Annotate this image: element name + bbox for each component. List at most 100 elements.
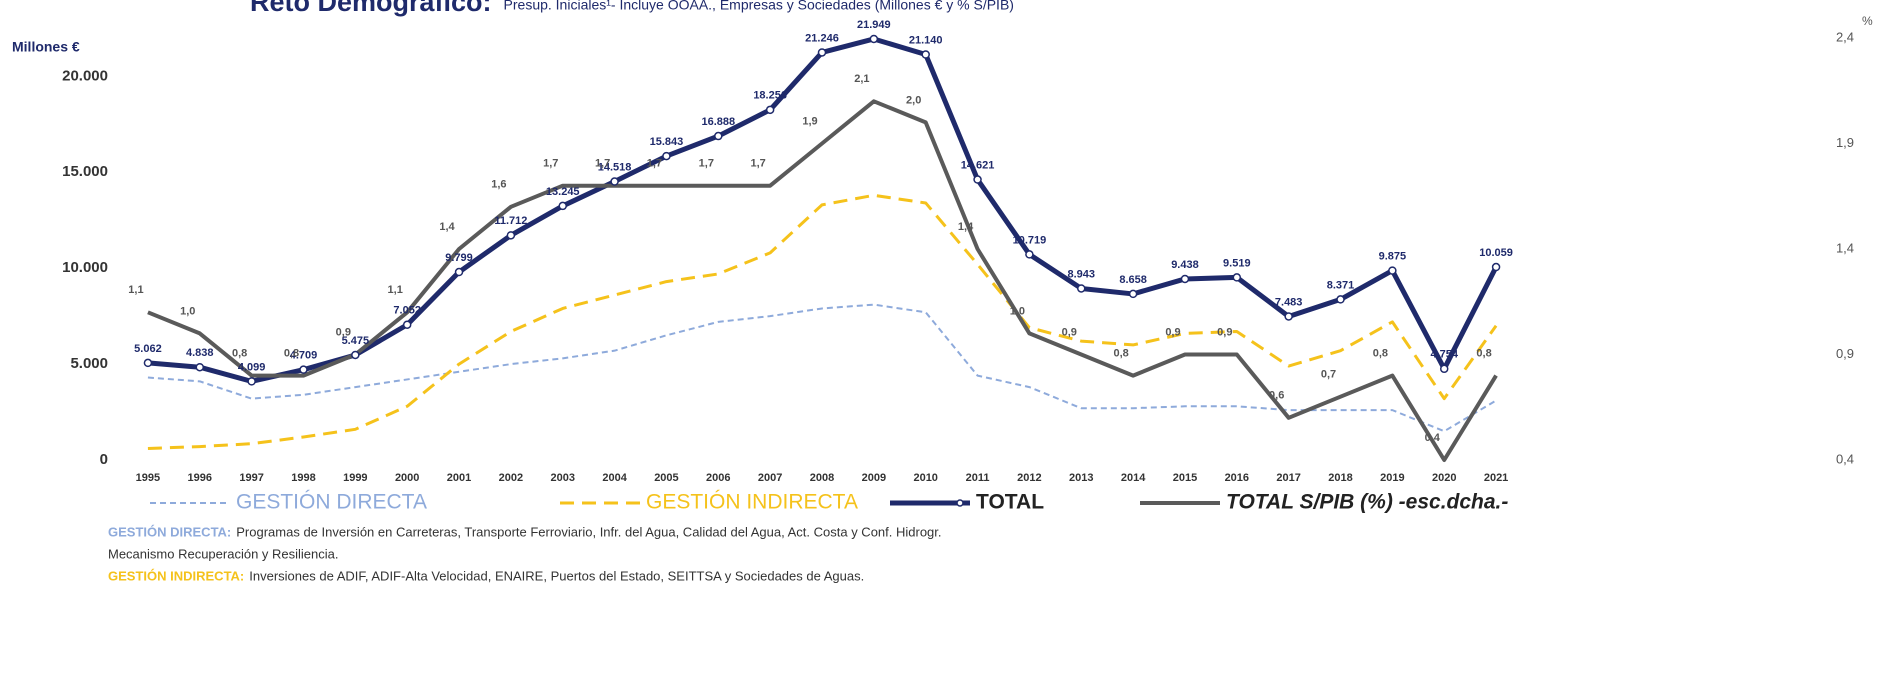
point-marker: [1439, 364, 1449, 374]
data-label: 1,7: [750, 158, 765, 170]
x-tick-label: 1996: [188, 472, 212, 484]
chart-subtitle: Presup. Iniciales¹- Incluye OOAA., Empre…: [504, 0, 1014, 13]
data-label: 11.712: [494, 215, 527, 227]
x-tick-label: 2001: [447, 472, 471, 484]
x-tick-label: 2010: [913, 472, 937, 484]
x-tick-label: 2014: [1121, 472, 1146, 484]
data-label: 0,9: [1165, 326, 1180, 338]
x-tick-label: 2006: [706, 472, 730, 484]
y-axis-label: Millones €: [12, 39, 80, 55]
data-label: 9.438: [1171, 259, 1199, 271]
y-tick-label: 0: [100, 451, 108, 468]
data-label: 0,9: [1062, 326, 1077, 338]
data-label: 4.709: [290, 350, 318, 362]
point-marker: [1388, 266, 1397, 275]
data-label: 1,7: [699, 158, 714, 170]
data-label: 1,1: [388, 284, 403, 296]
data-label: 0,8: [1113, 348, 1128, 360]
note-text: Mecanismo Recuperación y Resiliencia.: [108, 546, 339, 561]
data-label: 2,1: [854, 73, 869, 85]
point-marker: [506, 231, 516, 240]
data-label: 16.888: [701, 116, 735, 128]
x-tick-label: 2011: [966, 472, 990, 484]
data-label: 0,9: [336, 326, 351, 338]
point-marker: [1025, 250, 1034, 259]
data-label: 0,8: [1373, 348, 1388, 360]
data-label: 21.140: [909, 34, 943, 46]
data-label: 1,6: [491, 179, 506, 191]
y2-tick-label: 2,4: [1836, 29, 1854, 44]
x-tick-label: 2009: [862, 472, 886, 484]
x-tick-label: 1997: [239, 472, 263, 484]
x-tick-label: 2015: [1173, 472, 1197, 484]
x-tick-label: 1995: [136, 472, 160, 484]
data-label: 0,9: [1217, 326, 1232, 338]
legend-marker: [956, 499, 964, 507]
point-marker: [765, 105, 775, 115]
x-tick-label: 2003: [550, 472, 574, 484]
data-label: 0,7: [1321, 369, 1336, 381]
y-tick-label: 5.000: [70, 355, 108, 372]
point-marker: [195, 362, 205, 372]
point-marker: [299, 365, 308, 374]
data-label: 9.799: [445, 252, 473, 264]
data-label: 0,6: [1269, 390, 1284, 402]
point-marker: [351, 350, 360, 360]
x-tick-label: 1998: [291, 472, 315, 484]
data-label: 7.483: [1275, 296, 1303, 308]
point-marker: [662, 151, 671, 161]
y-tick-label: 20.000: [62, 67, 108, 84]
point-marker: [714, 131, 723, 141]
data-label: 9.519: [1223, 257, 1251, 269]
data-label: 1,7: [543, 158, 558, 170]
x-tick-label: 2000: [395, 472, 419, 484]
data-label: 1,4: [439, 221, 455, 233]
data-label: 0,8: [1476, 348, 1491, 360]
note-label: GESTIÓN DIRECTA:: [108, 524, 231, 539]
data-label: 10.719: [1013, 234, 1047, 246]
point-marker: [1077, 284, 1086, 293]
series-line: [147, 303, 1497, 433]
y-tick-label: 15.000: [62, 163, 108, 180]
x-tick-label: 2005: [654, 472, 678, 484]
point-marker: [869, 34, 879, 44]
x-tick-label: 1999: [343, 472, 367, 484]
note-text: Programas de Inversión en Carreteras, Tr…: [236, 524, 941, 539]
x-tick-label: 2018: [1328, 472, 1352, 484]
data-label: 13.245: [546, 186, 580, 198]
y2-tick-label: 1,9: [1836, 135, 1854, 150]
data-label: 8.371: [1327, 279, 1355, 291]
data-label: 1,7: [647, 158, 662, 170]
data-label: 4.838: [186, 347, 214, 359]
point-marker: [1180, 274, 1190, 284]
data-label: 21.246: [805, 32, 839, 44]
data-label: 0,8: [284, 348, 299, 360]
point-marker: [1128, 289, 1138, 299]
data-label: 10.059: [1479, 247, 1513, 259]
point-marker: [610, 177, 619, 186]
data-label: 21.949: [857, 19, 891, 31]
data-label: 15.843: [650, 136, 684, 148]
data-label: 1,1: [128, 284, 143, 296]
legend-label: TOTAL S/PIB (%) -esc.dcha.-: [1226, 491, 1508, 514]
data-label: 18.256: [753, 90, 787, 102]
x-tick-label: 2019: [1380, 472, 1404, 484]
data-label: 14.621: [961, 159, 995, 171]
legend-label: TOTAL: [976, 491, 1044, 514]
note-label: GESTIÓN INDIRECTA:: [108, 568, 244, 583]
data-label: 8.943: [1067, 268, 1095, 280]
data-label: 1,7: [595, 158, 610, 170]
data-label: 1,9: [802, 115, 817, 127]
legend-label: GESTIÓN INDIRECTA: [646, 491, 858, 514]
y2-tick-label: 1,4: [1836, 240, 1854, 255]
point-marker: [143, 358, 153, 368]
x-tick-label: 2007: [758, 472, 782, 484]
data-label: 14.518: [598, 161, 632, 173]
x-tick-label: 2002: [499, 472, 523, 484]
note-text: Inversiones de ADIF, ADIF-Alta Velocidad…: [249, 568, 864, 583]
x-tick-label: 2020: [1432, 472, 1456, 484]
x-tick-label: 2013: [1069, 472, 1093, 484]
point-marker: [558, 201, 567, 211]
data-label: 4.754: [1430, 349, 1458, 361]
